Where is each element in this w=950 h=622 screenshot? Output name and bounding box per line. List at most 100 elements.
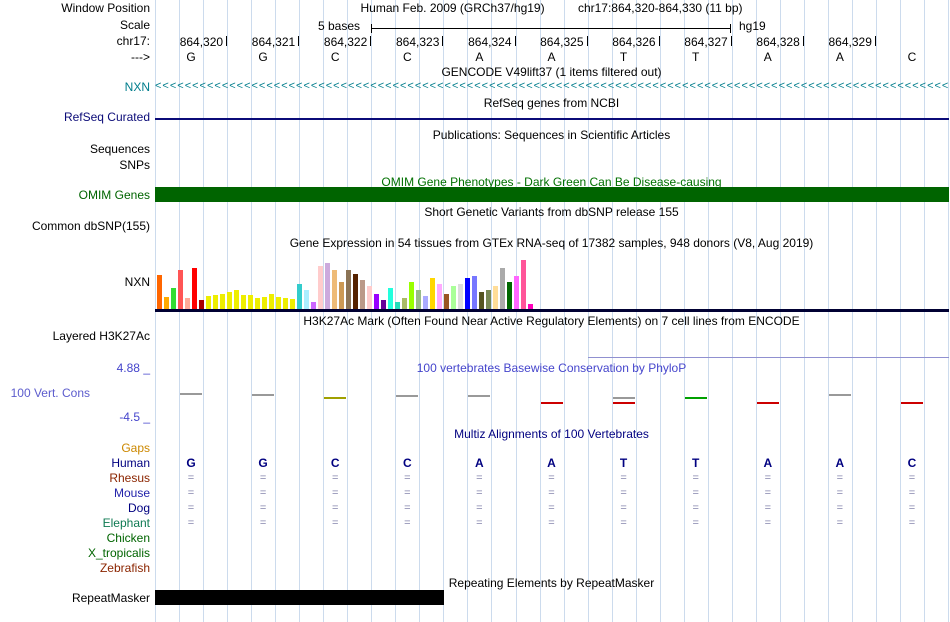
gtex-tissue-bar[interactable] [283,298,288,310]
gtex-tissue-bar[interactable] [479,292,484,310]
alignment-mark: = [259,487,267,499]
gtex-tissue-bar[interactable] [178,270,183,310]
omim-label[interactable]: OMIM Genes [78,188,150,202]
gtex-tissue-bar[interactable] [493,286,498,310]
human-base: G [258,456,268,470]
gtex-tissue-bar[interactable] [472,276,477,310]
gtex-tissue-bar[interactable] [206,296,211,310]
gtex-tissue-bar[interactable] [409,282,414,310]
human-base: C [907,456,917,470]
alignment-mark: = [476,472,483,484]
gtex-tissue-bar[interactable] [192,268,197,310]
snps-label[interactable]: SNPs [119,158,150,172]
phylop-mark [901,402,923,404]
gtex-tissue-bar[interactable] [276,297,281,310]
species-label-zebrafish[interactable]: Zebrafish [99,561,150,575]
h3k27ac-label[interactable]: Layered H3K27Ac [52,329,150,343]
gencode-gene-label[interactable]: NXN [124,80,150,94]
coordinate-label: 864,325 [540,35,584,49]
gtex-tissue-bar[interactable] [360,280,365,310]
gtex-tissue-bar[interactable] [297,284,302,310]
alignment-mark: = [620,517,627,529]
gtex-tissue-bar[interactable] [213,295,218,310]
gtex-tissue-bar[interactable] [402,298,407,310]
coordinate-tick [874,36,876,46]
gtex-tissue-bar[interactable] [395,302,400,310]
gencode-arrows[interactable]: <<<<<<<<<<<<<<<<<<<<<<<<<<<<<<<<<<<<<<<<… [155,80,949,92]
human-base: A [475,456,484,470]
gtex-tissue-bar[interactable] [171,288,176,310]
gtex-tissue-bar[interactable] [304,290,309,310]
gtex-tissue-bar[interactable] [325,263,330,310]
species-label-dog[interactable]: Dog [127,501,150,515]
gtex-tissue-bar[interactable] [528,304,533,310]
species-label-chicken[interactable]: Chicken [106,531,150,545]
repeatmasker-label[interactable]: RepeatMasker [71,591,150,605]
alignment-mark: = [764,472,772,484]
multiz-title: Multiz Alignments of 100 Vertebrates [454,427,649,441]
gtex-tissue-bar[interactable] [269,294,274,310]
species-label-x_tropicalis[interactable]: X_tropicalis [87,546,150,560]
human-base: G [186,456,196,470]
gtex-tissue-bar[interactable] [241,295,246,310]
scale-bar-right-tick [730,24,731,33]
gtex-tissue-bar[interactable] [339,282,344,310]
gtex-tissue-bar[interactable] [290,299,295,310]
base-letter: G [186,50,196,64]
gtex-tissue-bar[interactable] [255,298,260,310]
omim-bar[interactable] [155,187,949,202]
gtex-baseline[interactable] [155,309,949,312]
gtex-tissue-bar[interactable] [388,288,393,310]
gtex-tissue-bar[interactable] [332,270,337,310]
gtex-tissue-bar[interactable] [374,294,379,310]
gtex-tissue-bar[interactable] [311,302,316,310]
phylop-label[interactable]: 100 Vert. Cons [10,386,90,400]
alignment-mark: = [620,487,627,499]
gtex-tissue-bar[interactable] [199,300,204,310]
species-label-elephant[interactable]: Elephant [102,516,150,530]
gtex-tissue-bar[interactable] [381,300,386,310]
gtex-tissue-bar[interactable] [220,294,225,310]
gtex-tissue-bar[interactable] [423,296,428,310]
dbsnp-label[interactable]: Common dbSNP(155) [31,219,150,233]
gtex-tissue-bar[interactable] [465,278,470,310]
gtex-tissue-bar[interactable] [227,292,232,310]
alignment-mark: = [259,517,267,529]
gtex-tissue-bar[interactable] [486,290,491,310]
species-label-human[interactable]: Human [111,456,150,470]
gtex-tissue-bar[interactable] [353,274,358,310]
gtex-tissue-bar[interactable] [234,290,239,310]
gtex-tissue-bar[interactable] [458,284,463,310]
gtex-tissue-bar[interactable] [451,286,456,310]
gtex-tissue-bar[interactable] [514,276,519,310]
repeatmasker-bar[interactable] [155,590,444,605]
gtex-tissue-bar[interactable] [185,298,190,310]
gtex-tissue-bar[interactable] [346,270,351,310]
phylop-min-label: -4.5 _ [119,410,150,424]
gtex-tissue-bar[interactable] [500,268,505,310]
h3k27ac-line[interactable] [588,357,949,358]
gtex-tissue-bar[interactable] [444,294,449,310]
publications-title: Publications: Sequences in Scientific Ar… [432,128,671,142]
gtex-gene-label[interactable]: NXN [124,275,150,289]
species-label-mouse[interactable]: Mouse [113,486,150,500]
gtex-tissue-bar[interactable] [248,295,253,310]
sequences-label[interactable]: Sequences [89,142,150,156]
alignment-mark: = [764,502,772,514]
refseq-line[interactable] [155,118,949,120]
coordinate-label: 864,327 [684,35,728,49]
gtex-tissue-bar[interactable] [430,278,435,310]
gtex-tissue-bar[interactable] [157,275,162,310]
species-label-rhesus[interactable]: Rhesus [109,471,150,485]
gtex-tissue-bar[interactable] [507,282,512,310]
gtex-tissue-bar[interactable] [521,260,526,310]
gtex-tissue-bar[interactable] [437,284,442,310]
coordinate-label: 864,326 [612,35,656,49]
gtex-tissue-bar[interactable] [318,266,323,310]
refseq-label[interactable]: RefSeq Curated [63,110,150,124]
gtex-tissue-bar[interactable] [367,286,372,310]
gtex-tissue-bar[interactable] [262,297,267,310]
gaps-label[interactable]: Gaps [121,441,150,455]
gtex-tissue-bar[interactable] [164,297,169,310]
gtex-tissue-bar[interactable] [416,290,421,310]
